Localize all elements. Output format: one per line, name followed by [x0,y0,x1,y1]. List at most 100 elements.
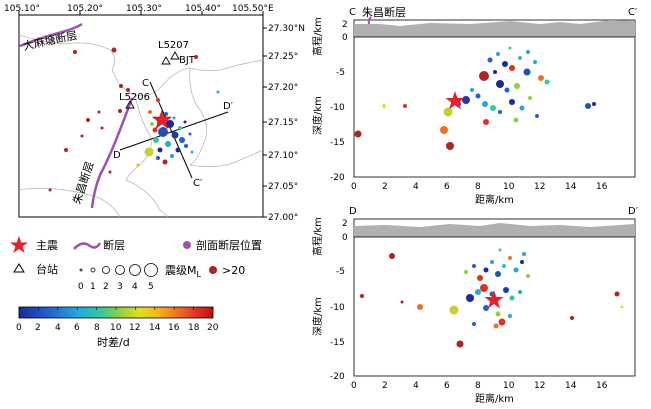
profile-dd-depth-frame [353,236,636,377]
profile-point-c-prime: C′ [193,178,203,189]
map-panel: C D D′ C′ L5207 BJT L5206 大麻塘断层 朱昌断层 [4,4,305,223]
legend-magnitude-label: 震级ML [165,264,202,279]
map-events [48,47,220,192]
legend-fault-label: 断层 [103,238,125,252]
colorbar-title: 时差/d [97,335,130,349]
legend-station-label: 台站 [36,262,58,276]
profile-cc-depth-tick-minus5: -5 [336,68,345,78]
colorbar-tick-4: 4 [55,323,61,333]
profile-dd-x-tick-10: 10 [503,381,515,391]
profile-point-c: C [142,78,149,89]
station-l5206-icon [125,100,135,109]
legend-magnitude-circles [79,263,158,277]
station-bjt-icon [170,51,180,60]
lat-tick-1: 27.30°N [268,24,305,34]
profile-dd-elev-tick-0: 0 [342,233,348,243]
profile-cc-label-left: C [349,7,356,18]
profile-dd-elev-label: 高程/km [311,217,324,256]
profile-cc-panel: C C′ 朱昌断层 [311,5,638,206]
profile-point-d: D [113,150,121,161]
lon-tick-4: 105.40° [185,4,221,14]
lon-tick-3: 105.30° [126,4,162,14]
profile-cc-topography [354,20,635,37]
profile-dd-x-tick-12: 12 [534,381,545,391]
station-label-l5206: L5206 [119,92,150,103]
legend-section-fault-label: 剖面断层位置 [196,238,262,252]
map-mainshock-icon [151,109,173,130]
legend-mag-3: 3 [117,282,123,292]
profile-dd-x-label: 距离/km [475,392,514,405]
profile-dd-x-tick-0: 0 [351,381,357,391]
profile-dd-label-left: D [349,206,357,217]
boundary-lines [18,34,264,218]
colorbar-tick-18: 18 [188,323,200,333]
colorbar-tick-10: 10 [110,323,122,333]
profile-dd-depth-tick-minus20: -20 [330,372,345,382]
profile-dd-mainshock-icon [484,290,504,309]
lat-tick-3: 27.20° [268,83,298,93]
profile-dd-depth-tick-minus10: -10 [330,303,345,313]
profile-cc-x-tick-8: 8 [475,182,481,192]
colorbar-tick-2: 2 [35,323,41,333]
profile-dd-depth-tick-minus5: -5 [336,267,345,277]
legend-station-icon [13,263,25,273]
colorbar-tick-8: 8 [94,323,100,333]
profile-line-cc [149,81,193,179]
legend-mag-4: 4 [132,282,138,292]
legend-over20-label: >20 [222,264,245,277]
profile-dd-label-right: D′ [628,206,639,217]
profile-dd-depth-tick-minus15: -15 [330,338,345,348]
profile-dd-topography [354,223,635,237]
profile-cc-fault-marker [367,16,372,25]
station-l5207-icon [161,56,171,65]
profile-dd-x-tick-2: 2 [382,381,388,391]
lon-tick-5: 105.50°E [232,4,274,14]
map-ticks [18,11,267,218]
profile-dd-x-tick-8: 8 [475,381,481,391]
profile-cc-depth-tick-minus15: -15 [330,138,345,148]
profile-cc-x-tick-0: 0 [351,182,357,192]
profile-cc-x-label: 距离/km [475,193,514,206]
lat-tick-2: 27.25° [268,52,298,62]
profile-cc-fault-label: 朱昌断层 [362,5,406,19]
colorbar-ticks [18,307,214,310]
fault-damatang [19,22,83,48]
profile-dd-elev-tick-2: 2 [342,219,348,229]
profile-dd-events [360,248,624,348]
profile-dd-panel: D D′ [311,206,639,405]
profile-cc-x-tick-10: 10 [503,182,515,192]
profile-cc-x-tick-6: 6 [444,182,450,192]
legend-mag-2: 2 [103,282,109,292]
lat-tick-5: 27.10° [268,151,298,161]
lat-tick-7: 27.00° [268,213,298,223]
profile-cc-x-tick-14: 14 [565,182,577,192]
profile-cc-mainshock-icon [445,91,465,110]
colorbar-tick-20: 20 [207,323,219,333]
profile-point-d-prime: D′ [223,101,234,112]
fault-zhuchang [90,97,134,209]
profile-cc-x-tick-12: 12 [534,182,545,192]
colorbar-tick-12: 12 [129,323,140,333]
legend-over20-icon [209,266,217,274]
colorbar-tick-0: 0 [16,323,22,333]
profile-dd-x-tick-4: 4 [413,381,419,391]
station-label-bjt: BJT [179,55,196,66]
lon-tick-1: 105.10° [4,4,40,14]
legend-fault-icon [73,242,102,250]
profile-dd-depth-label: 深度/km [311,297,324,336]
lat-tick-4: 27.15° [268,118,298,128]
profile-dd-x-tick-16: 16 [596,381,608,391]
legend-mag-5: 5 [148,282,154,292]
profile-cc-label-right: C′ [628,7,638,18]
profile-line-dd [119,111,229,151]
profile-cc-x-tick-2: 2 [382,182,388,192]
profile-dd-x-tick-6: 6 [444,381,450,391]
profile-dd-x-tick-14: 14 [565,381,577,391]
profile-cc-depth-tick-minus10: -10 [330,103,345,113]
legend-mainshock-icon [10,236,28,253]
profile-cc-elev-tick-2: 2 [342,20,348,30]
profile-cc-x-tick-4: 4 [413,182,419,192]
profile-cc-depth-label: 深度/km [311,96,324,135]
profile-cc-x-tick-16: 16 [596,182,608,192]
lat-tick-6: 27.05° [268,182,298,192]
